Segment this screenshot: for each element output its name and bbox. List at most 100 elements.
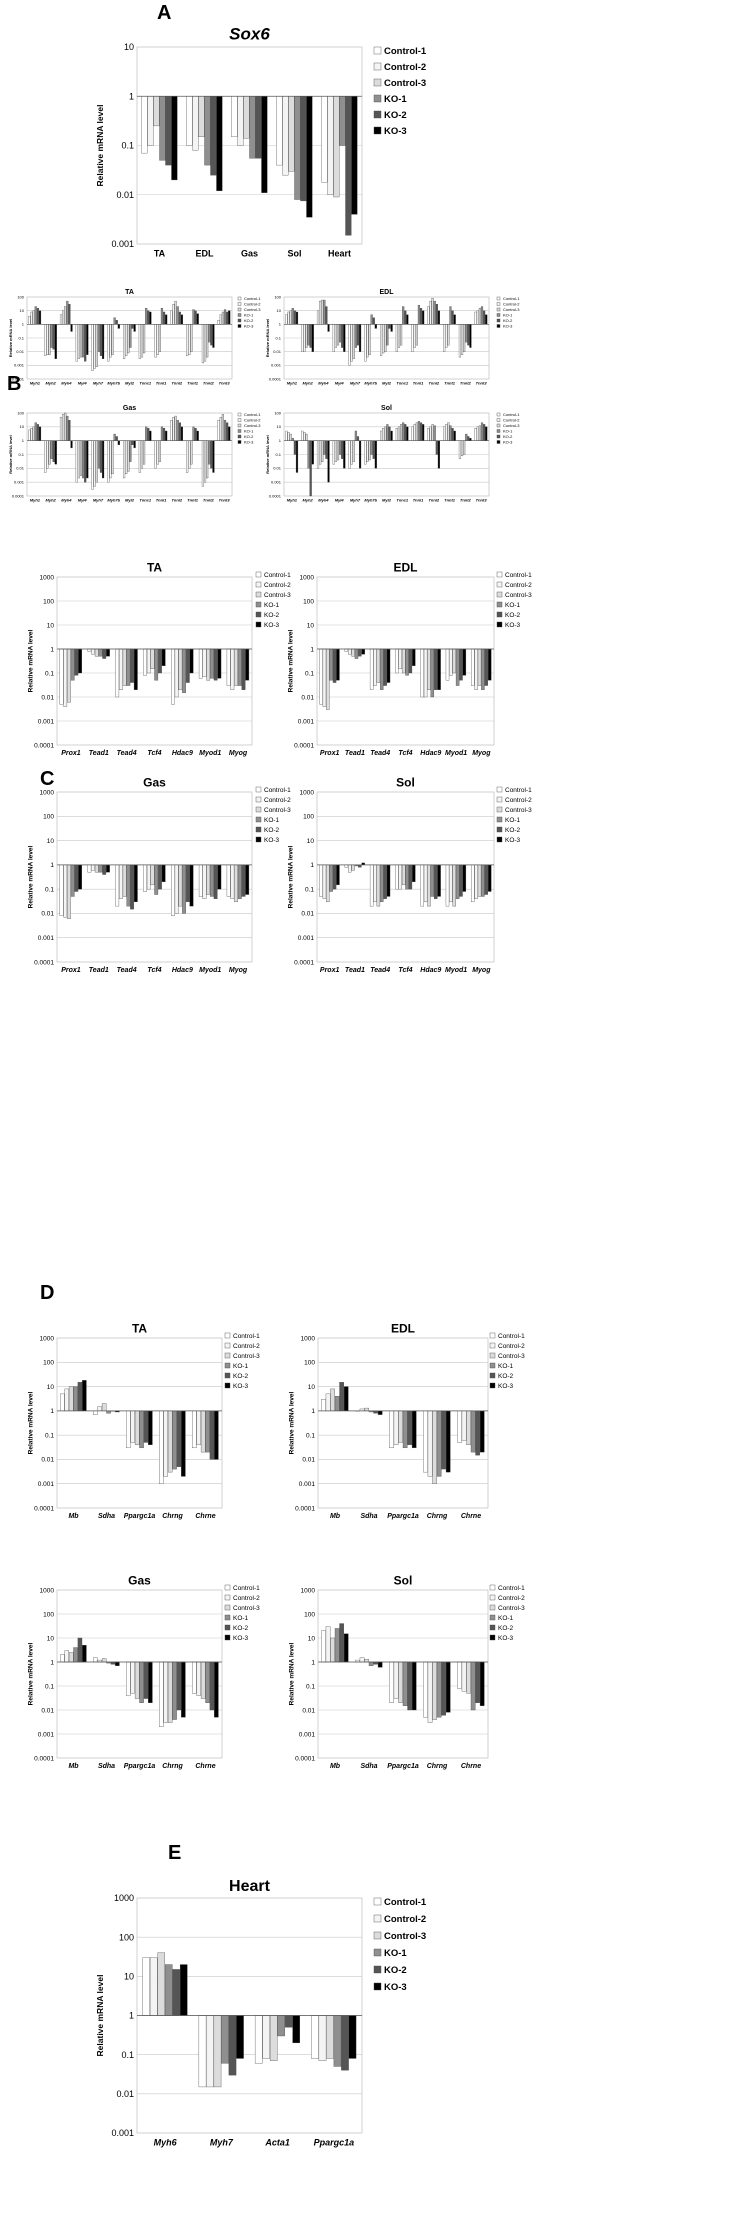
y-tick-label: 0.001 <box>271 363 282 368</box>
legend-label: Control-2 <box>503 302 520 307</box>
legend-swatch <box>489 1634 496 1641</box>
bar <box>350 324 353 362</box>
bar <box>445 864 450 907</box>
bar <box>431 424 434 441</box>
bar <box>95 440 98 483</box>
legend-swatch <box>237 429 242 433</box>
bar <box>441 1410 446 1470</box>
bar <box>334 1396 340 1412</box>
category-label: Tead1 <box>345 967 365 974</box>
legend-swatch <box>373 110 382 119</box>
legend-swatch <box>489 1594 496 1601</box>
bar <box>359 1657 365 1663</box>
category-label: Acta1 <box>264 2138 290 2148</box>
bar <box>159 1410 164 1484</box>
bar <box>70 440 73 449</box>
bar <box>129 440 132 462</box>
bar <box>161 648 166 666</box>
bar <box>382 324 385 354</box>
bar <box>402 306 405 325</box>
category-label: Myh7b <box>107 381 120 386</box>
bar <box>420 648 424 698</box>
bar <box>34 306 37 325</box>
bar <box>77 1382 83 1412</box>
bar <box>192 1410 197 1449</box>
bar <box>462 864 467 892</box>
legend-label: KO-1 <box>244 313 254 318</box>
bar <box>176 1661 182 1711</box>
category-label: Tcf4 <box>398 750 412 757</box>
bar <box>485 426 488 441</box>
bar <box>333 96 340 198</box>
bar <box>66 415 69 441</box>
bar <box>373 864 377 903</box>
bar <box>64 1388 69 1412</box>
bar <box>432 1410 437 1484</box>
bar <box>395 324 398 352</box>
bar <box>102 648 107 659</box>
legend-swatch <box>496 440 501 444</box>
bar <box>306 96 313 218</box>
y-tick-label: 1 <box>22 322 25 327</box>
category-label: Prox1 <box>320 750 340 757</box>
category-label: Chrne <box>195 1513 215 1520</box>
bar <box>82 324 85 358</box>
bar <box>163 1410 168 1477</box>
bar <box>101 440 105 479</box>
bar <box>485 314 488 325</box>
category-label: Myog <box>472 967 491 974</box>
legend-swatch <box>489 1584 496 1591</box>
y-axis-label: Relative mRNA level <box>265 435 270 474</box>
category-label: Tead1 <box>345 750 365 757</box>
legend-swatch <box>496 313 501 317</box>
category-label: Mb <box>330 1513 341 1520</box>
bar <box>470 1661 476 1711</box>
bar <box>374 440 377 469</box>
bar <box>162 311 166 325</box>
bar <box>203 324 207 362</box>
bar <box>145 308 148 325</box>
bar <box>474 864 478 899</box>
bar <box>28 429 31 441</box>
bar <box>383 648 387 686</box>
y-tick-label: 0.0001 <box>12 376 25 381</box>
y-tick-label: 0.0001 <box>269 376 282 381</box>
y-tick-label: 1000 <box>40 1335 55 1342</box>
bar <box>126 864 131 907</box>
category-label: Hdac9 <box>420 967 441 974</box>
y-tick-label: 0.1 <box>121 2050 134 2060</box>
legend-swatch <box>224 1624 231 1631</box>
legend-label: KO-2 <box>244 318 254 323</box>
bar <box>126 648 131 686</box>
category-label: Myl4 <box>335 381 345 386</box>
legend-swatch <box>255 786 262 793</box>
chart-title: Gas <box>128 1574 151 1588</box>
y-tick-label: 1 <box>129 91 134 101</box>
y-tick-label: 1000 <box>301 1335 316 1342</box>
y-tick-label: 1 <box>50 1659 54 1666</box>
bar <box>107 324 110 362</box>
bar <box>150 648 155 669</box>
bar <box>484 864 488 895</box>
bar <box>174 300 177 325</box>
legend-label: Control-2 <box>503 418 520 423</box>
category-label: Tnnt1 <box>187 381 199 386</box>
legend-label: KO-2 <box>503 318 513 323</box>
bar <box>52 440 55 462</box>
y-axis-label: Relative mRNA level <box>288 1391 295 1454</box>
bar <box>370 314 373 325</box>
y-axis-label: Relative mRNA level <box>27 845 34 908</box>
bar <box>109 324 112 358</box>
legend-swatch <box>489 1352 496 1359</box>
bar <box>101 324 105 359</box>
legend-swatch <box>496 591 503 598</box>
bar <box>469 324 472 348</box>
bar <box>182 864 186 914</box>
bar <box>429 300 432 325</box>
bar <box>200 1661 206 1699</box>
bar <box>321 1630 326 1663</box>
bar <box>327 96 334 195</box>
bar <box>269 2015 278 2061</box>
bar <box>127 440 130 472</box>
bar <box>398 864 403 890</box>
